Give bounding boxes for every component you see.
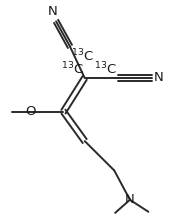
Text: N: N (125, 193, 135, 206)
Text: $\mathregular{^{13}}$C: $\mathregular{^{13}}$C (94, 60, 117, 77)
Text: $\mathregular{^{13}}$C: $\mathregular{^{13}}$C (71, 48, 94, 64)
Text: N: N (154, 71, 164, 85)
Text: O: O (25, 105, 36, 118)
Text: N: N (47, 5, 57, 18)
Text: $\mathregular{^{13}}$C: $\mathregular{^{13}}$C (61, 60, 84, 77)
